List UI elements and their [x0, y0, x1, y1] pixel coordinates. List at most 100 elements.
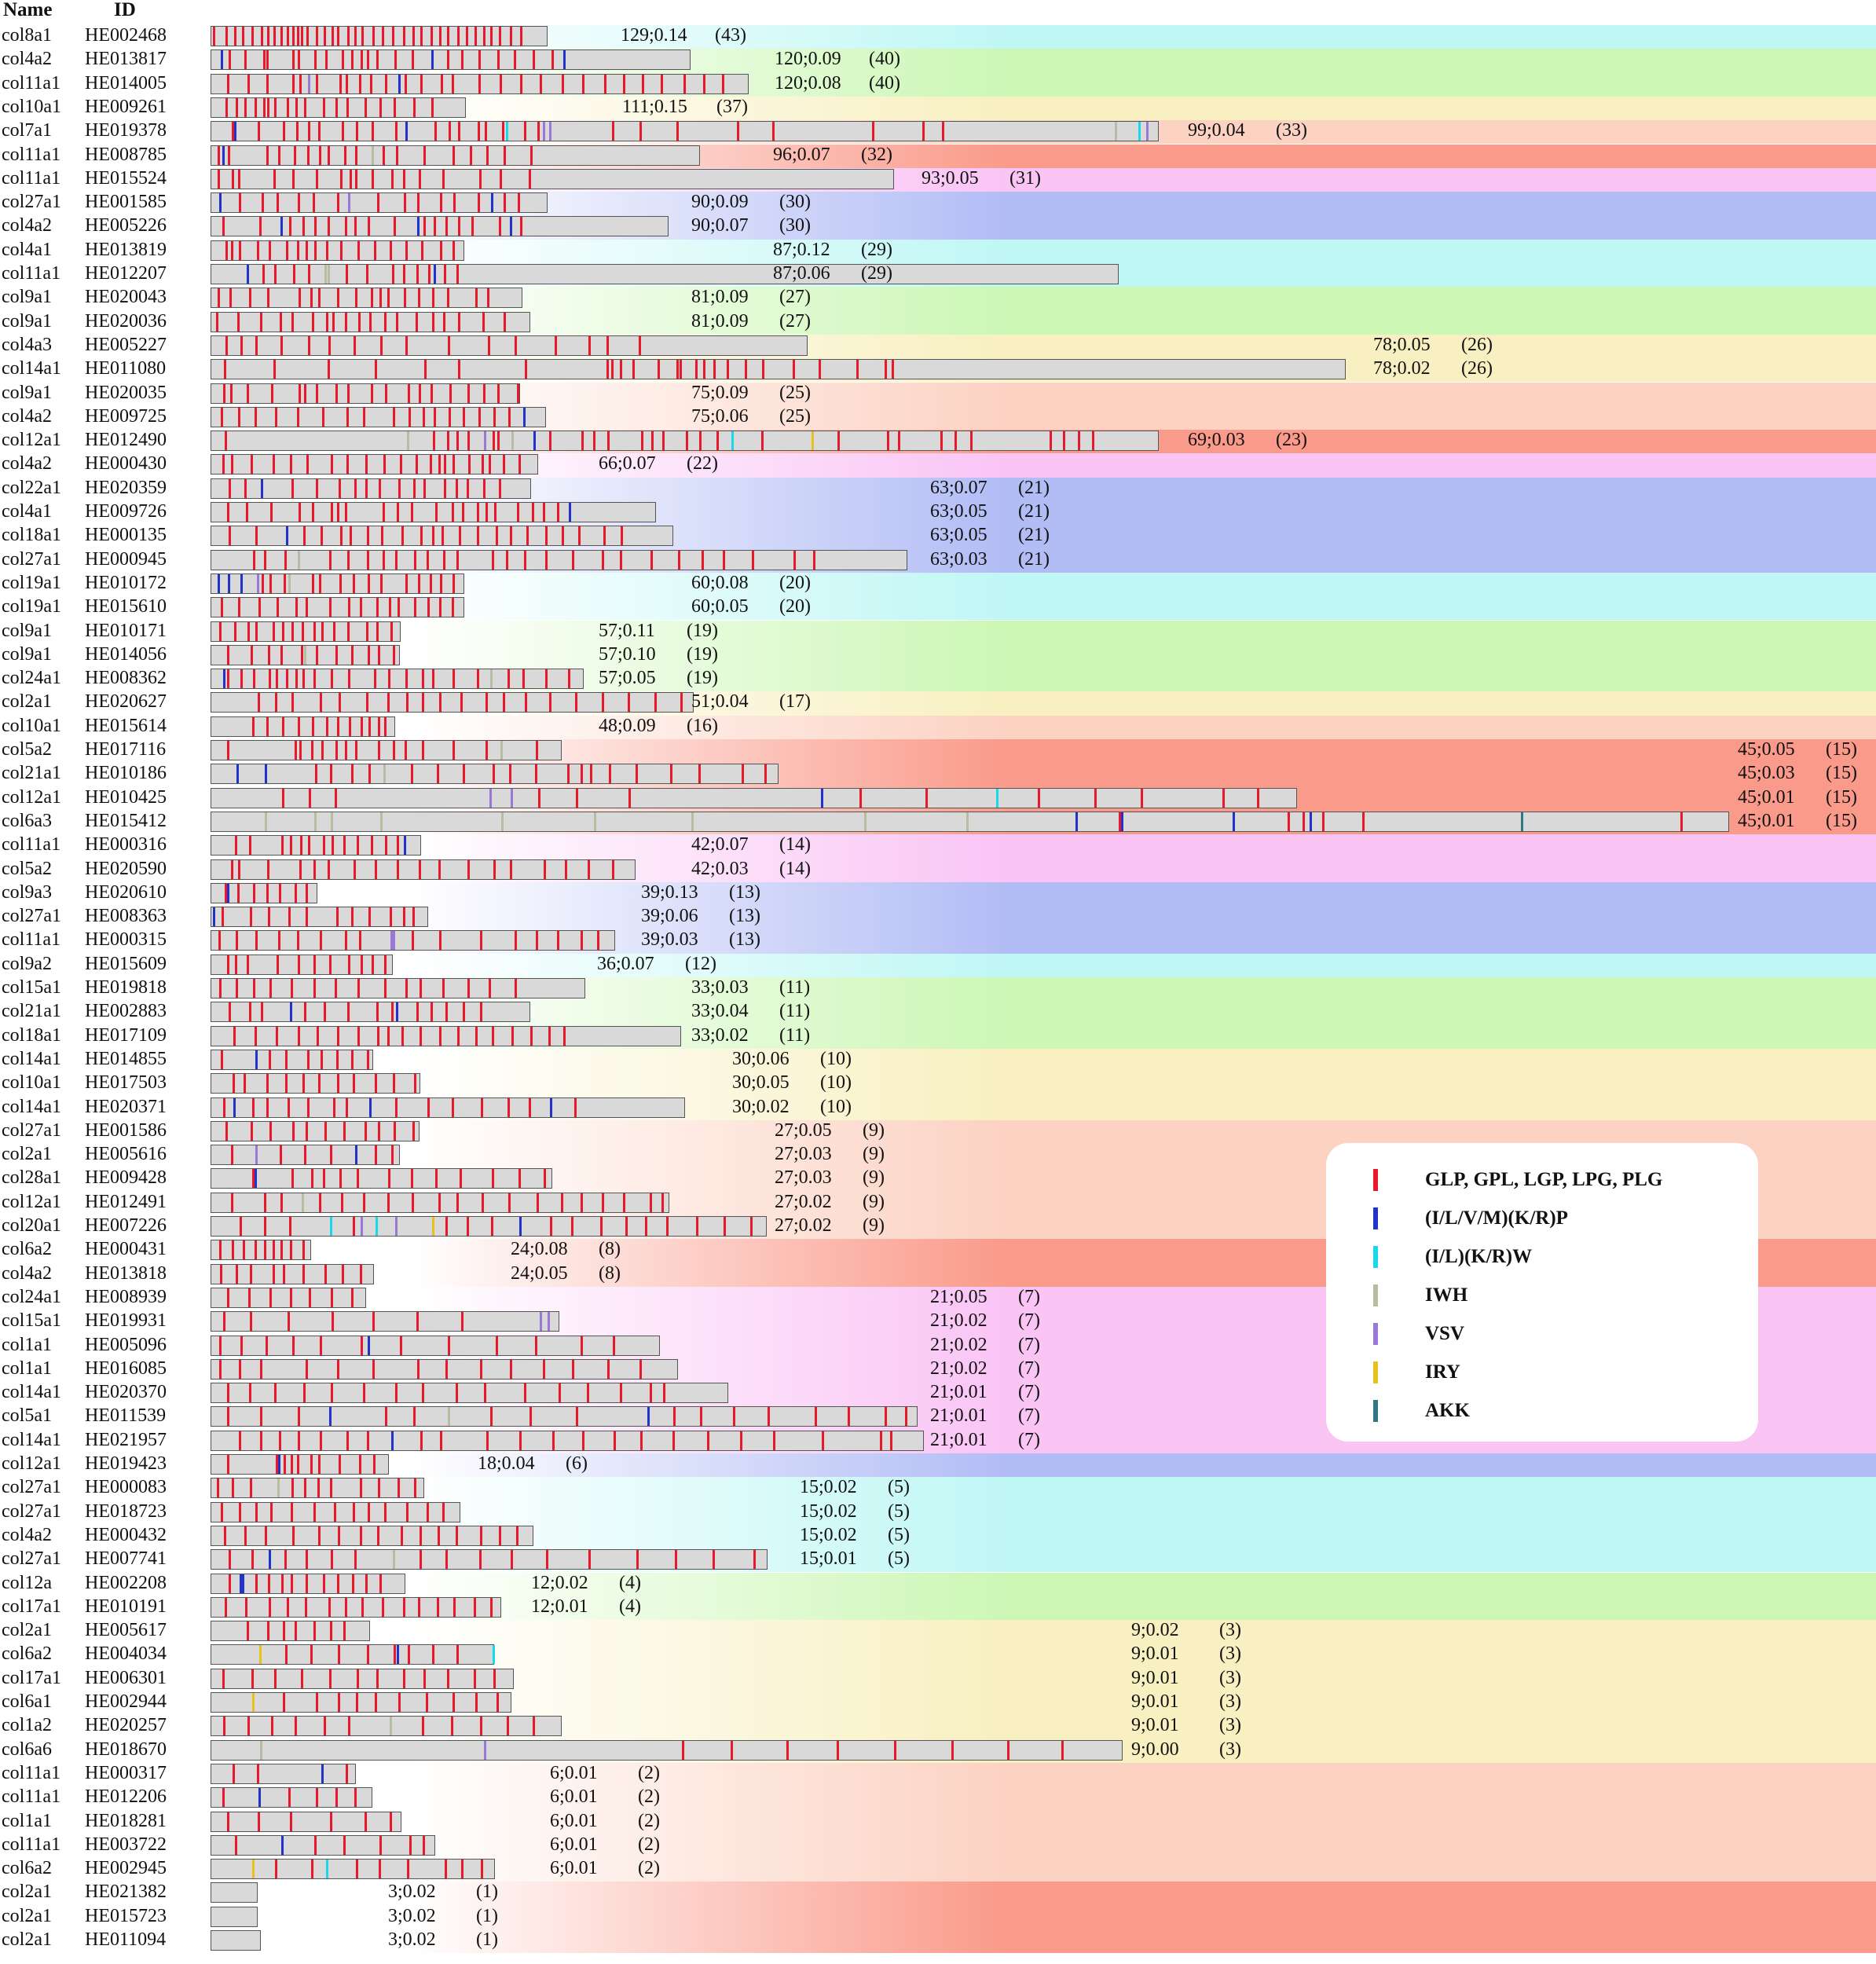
motif-mark	[273, 621, 275, 641]
row-stat: 48;0.09	[599, 715, 656, 736]
row-id: HE008785	[85, 144, 167, 165]
motif-mark	[260, 1431, 262, 1450]
motif-mark	[231, 240, 233, 260]
motif-mark	[291, 621, 294, 641]
motif-mark	[447, 431, 449, 451]
motif-mark	[559, 1383, 561, 1403]
motif-mark	[383, 455, 386, 475]
motif-mark	[506, 122, 508, 141]
sequence-bar	[211, 621, 401, 642]
motif-mark	[430, 455, 432, 475]
sequence-bar	[211, 1311, 559, 1332]
motif-mark	[286, 669, 288, 689]
motif-mark	[414, 550, 416, 570]
motif-mark	[229, 288, 232, 308]
row-id: HE004034	[85, 1643, 167, 1665]
motif-mark	[361, 1217, 363, 1236]
motif-mark	[309, 788, 311, 808]
motif-mark	[435, 503, 438, 522]
motif-mark	[405, 979, 408, 998]
row-count: (3)	[1219, 1715, 1241, 1736]
row-count: (8)	[599, 1262, 621, 1284]
row-id: HE001585	[85, 192, 167, 213]
row-id: HE000430	[85, 453, 167, 475]
motif-mark	[227, 741, 229, 760]
motif-mark	[375, 859, 377, 879]
motif-mark	[502, 122, 504, 141]
motif-mark	[382, 27, 384, 46]
motif-mark	[448, 1407, 450, 1427]
motif-mark	[339, 478, 341, 498]
motif-mark	[403, 27, 405, 46]
motif-mark	[271, 1717, 273, 1736]
motif-mark	[533, 431, 536, 451]
motif-mark	[301, 27, 303, 46]
motif-mark	[227, 883, 229, 903]
motif-mark	[412, 931, 414, 951]
motif-mark	[236, 1264, 238, 1284]
row-name: col5a2	[2, 858, 52, 879]
sequence-bar	[211, 49, 691, 71]
motif-mark	[490, 1597, 493, 1617]
motif-mark	[427, 1097, 430, 1117]
row-id: HE015412	[85, 810, 167, 831]
sequence-bar	[211, 692, 694, 713]
motif-mark	[326, 1860, 328, 1879]
motif-mark	[329, 598, 332, 617]
motif-mark	[400, 455, 402, 475]
row-stat: 24;0.08	[511, 1239, 568, 1260]
motif-mark	[475, 1026, 478, 1046]
motif-mark	[342, 122, 344, 141]
motif-mark	[270, 503, 273, 522]
motif-mark	[280, 217, 283, 236]
motif-mark	[880, 1431, 882, 1450]
motif-mark	[448, 1336, 450, 1355]
motif-mark	[347, 27, 350, 46]
motif-mark	[602, 550, 604, 570]
motif-mark	[273, 1264, 275, 1284]
motif-mark	[297, 240, 299, 260]
row-id: HE000432	[85, 1524, 167, 1545]
motif-mark	[768, 1407, 770, 1427]
motif-mark	[405, 741, 407, 760]
motif-mark	[244, 1074, 246, 1094]
motif-mark	[219, 979, 222, 998]
row-stat: 63;0.07	[930, 477, 987, 498]
legend-item: (I/L/V/M)(K/R)P	[1373, 1207, 1742, 1231]
motif-mark	[431, 383, 433, 403]
motif-mark	[247, 955, 249, 974]
motif-mark	[316, 27, 318, 46]
motif-mark	[593, 431, 595, 451]
motif-mark	[244, 97, 247, 117]
motif-mark	[343, 1621, 346, 1641]
motif-mark	[298, 1026, 300, 1046]
motif-mark	[529, 169, 531, 189]
motif-mark	[337, 288, 339, 308]
motif-mark	[486, 1431, 489, 1450]
motif-mark	[345, 312, 347, 332]
motif-mark	[253, 883, 255, 903]
motif-mark	[276, 1026, 278, 1046]
motif-mark	[550, 1097, 552, 1117]
row-name: col4a2	[2, 215, 52, 236]
row-stat: 57;0.05	[599, 668, 656, 689]
motif-mark	[453, 1597, 456, 1617]
sequence-bar	[211, 1430, 924, 1451]
row-stat: 24;0.05	[511, 1262, 568, 1284]
motif-mark	[562, 526, 564, 546]
motif-mark	[420, 27, 423, 46]
sequence-bar	[211, 1335, 660, 1356]
motif-mark	[331, 1550, 333, 1570]
motif-mark	[483, 27, 485, 46]
motif-mark	[651, 431, 654, 451]
motif-mark	[373, 1455, 376, 1474]
motif-mark	[249, 836, 251, 856]
motif-mark	[650, 550, 653, 570]
motif-mark	[449, 383, 452, 403]
row-stat: 27;0.03	[775, 1144, 832, 1165]
sequence-bar	[211, 1287, 366, 1308]
row-stat: 90;0.09	[691, 192, 749, 213]
row-stat: 18;0.04	[478, 1453, 535, 1474]
motif-mark	[291, 1169, 294, 1189]
motif-mark	[451, 1717, 453, 1736]
